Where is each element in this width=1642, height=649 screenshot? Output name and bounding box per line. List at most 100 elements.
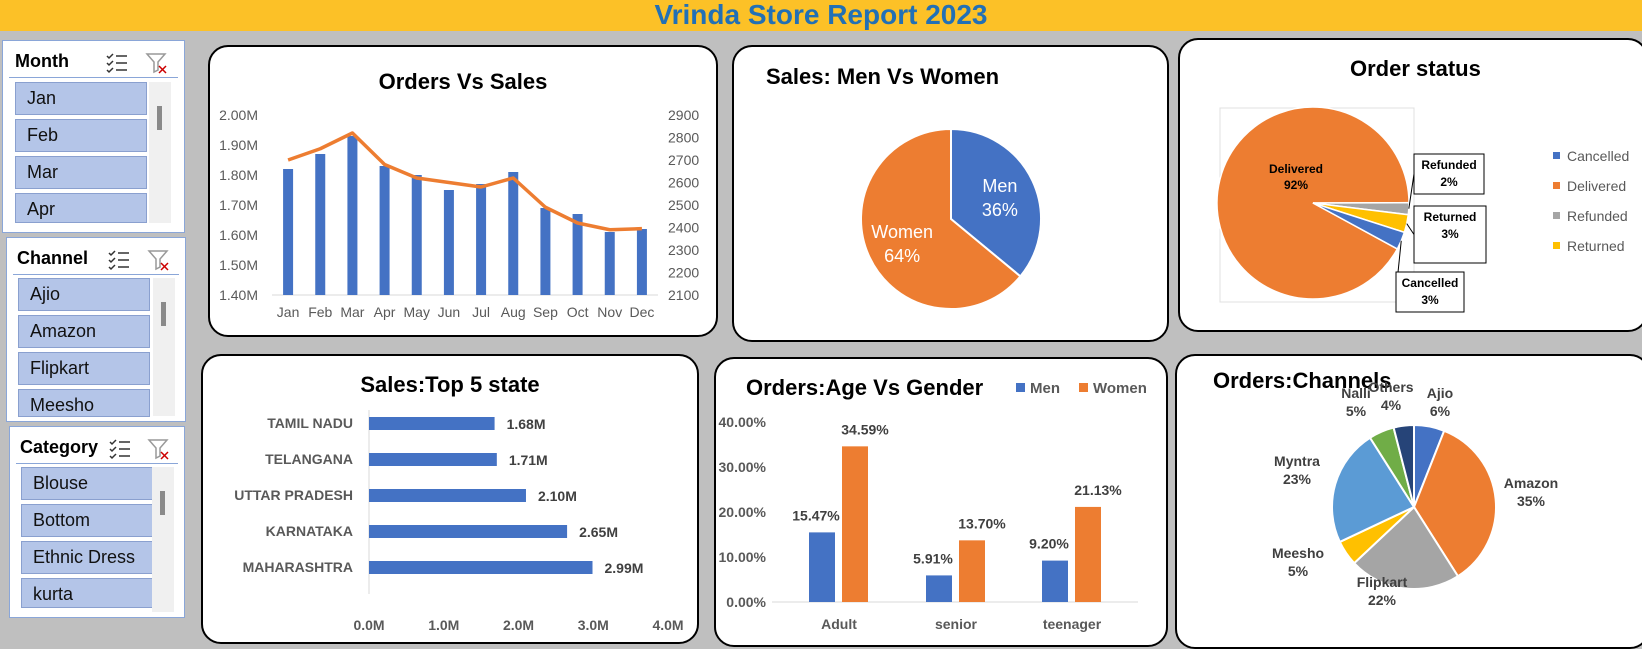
sales-bar (443, 190, 454, 295)
slice-value-label: 64% (884, 246, 920, 266)
slice-value-label: 35% (1517, 493, 1546, 509)
category-label: TELANGANA (265, 451, 353, 467)
pie-slice-women (860, 127, 1022, 310)
sales-bar (508, 172, 519, 295)
x-tick-label: Dec (629, 304, 654, 320)
chart-title: Sales: Men Vs Women (766, 64, 1000, 89)
slicer-title: Category (20, 437, 99, 457)
slicer-item-bottom[interactable]: Bottom (21, 504, 153, 537)
category-label: UTTAR PRADESH (234, 487, 353, 503)
slice-value-label: 92% (1284, 178, 1308, 192)
left-tick-label: 1.80M (219, 167, 258, 183)
legend-swatch (1553, 152, 1560, 159)
slicer-title: Month (15, 51, 69, 71)
legend-swatch (1553, 182, 1560, 189)
category-label: MAHARASHTRA (243, 559, 353, 575)
slicer-item-flipkart[interactable]: Flipkart (18, 352, 150, 385)
slice-name-label: Nalli (1341, 385, 1371, 401)
value-label: 13.70% (958, 515, 1006, 531)
pie-slice-men (950, 127, 1042, 278)
multi-select-icon[interactable] (107, 248, 131, 272)
age-gender-bar (809, 532, 835, 602)
slicer-item-ethnic-dress[interactable]: Ethnic Dress (21, 541, 153, 574)
legend-label: Delivered (1567, 178, 1626, 194)
slicer-item-meesho[interactable]: Meesho (18, 389, 150, 417)
x-tick-label: 0.0M (353, 617, 384, 633)
slicer-item-feb[interactable]: Feb (15, 119, 147, 152)
category-label: KARNATAKA (266, 523, 353, 539)
scrollbar-thumb[interactable] (157, 106, 162, 130)
slicer-item-apr[interactable]: Apr (15, 193, 147, 223)
clear-filter-icon[interactable] (145, 51, 169, 75)
x-tick-label: Jun (438, 304, 461, 320)
scrollbar[interactable] (152, 467, 174, 612)
slice-value-label: 6% (1430, 403, 1451, 419)
slicer-item-blouse[interactable]: Blouse (21, 467, 153, 500)
slice-value-label: 5% (1346, 403, 1367, 419)
chart-title: Order status (1350, 56, 1481, 81)
legend-swatch (1553, 242, 1560, 249)
age-gender-bar (926, 575, 952, 602)
sales-bar (379, 166, 390, 295)
state-bar (369, 417, 495, 430)
slicer-title: Channel (17, 248, 89, 268)
scrollbar-thumb[interactable] (160, 491, 165, 515)
slicer-item-ajio[interactable]: Ajio (18, 278, 150, 311)
clear-filter-icon[interactable] (147, 437, 171, 461)
slice-name-label: Myntra (1274, 453, 1320, 469)
x-tick-label: Feb (308, 304, 332, 320)
right-tick-label: 2800 (668, 130, 699, 146)
slice-value-label: 4% (1381, 397, 1402, 413)
chart-title: Orders Vs Sales (378, 69, 548, 94)
slice-value-label: 2% (1440, 175, 1458, 189)
x-tick-label: Aug (501, 304, 526, 320)
pie-slice-cancelled (1312, 202, 1406, 250)
x-tick-label: May (404, 304, 430, 320)
left-tick-label: 1.60M (219, 227, 258, 243)
slice-value-label: 5% (1288, 563, 1309, 579)
clear-filter-icon[interactable] (147, 248, 171, 272)
scrollbar[interactable] (149, 82, 171, 223)
slicer-header: Channel (13, 244, 179, 275)
scrollbar-thumb[interactable] (161, 302, 166, 326)
value-label: 1.71M (509, 452, 548, 468)
value-label: 5.91% (913, 550, 953, 566)
chart-title: Orders:Age Vs Gender (746, 375, 984, 400)
chart-title: Orders:Channels (1213, 368, 1392, 393)
multi-select-icon[interactable] (108, 437, 132, 461)
pie-slice-flipkart (1352, 505, 1460, 590)
slice-value-label: 36% (982, 200, 1018, 220)
report-title: Vrinda Store Report 2023 (654, 0, 988, 30)
slicer-item-kurta[interactable]: kurta (21, 578, 153, 608)
state-bar (369, 489, 526, 502)
age-vs-gender-panel: Orders:Age Vs Gender 0.00% 10.00% 20.00% 30… (714, 357, 1168, 647)
x-tick-label: Mar (340, 304, 364, 320)
y-tick-label: 0.00% (726, 594, 766, 610)
value-label: 9.20% (1029, 536, 1069, 552)
left-tick-label: 2.00M (219, 107, 258, 123)
right-tick-label: 2900 (668, 107, 699, 123)
left-tick-label: 1.70M (219, 197, 258, 213)
slicer-item-jan[interactable]: Jan (15, 82, 147, 115)
slice-name-label: Meesho (1272, 545, 1324, 561)
right-tick-label: 2700 (668, 152, 699, 168)
x-tick-label: Jan (277, 304, 300, 320)
x-tick-label: senior (935, 616, 978, 632)
x-tick-label: 1.0M (428, 617, 459, 633)
age-vs-gender-chart: 0.00% 10.00% 20.00% 30.00% 40.00% Adult 15.47%… (719, 380, 1147, 632)
x-tick-label: Jul (472, 304, 490, 320)
pie-slice-others (1392, 423, 1415, 508)
slicer-item-amazon[interactable]: Amazon (18, 315, 150, 348)
scrollbar[interactable] (153, 278, 175, 416)
right-tick-label: 2400 (668, 220, 699, 236)
value-label: 2.99M (605, 560, 644, 576)
sales-bar (315, 154, 326, 295)
value-label: 2.10M (538, 488, 577, 504)
legend-swatch (1016, 383, 1025, 392)
multi-select-icon[interactable] (105, 51, 129, 75)
legend-label: Refunded (1567, 208, 1628, 224)
sales-bar (283, 169, 294, 295)
slicer-item-mar[interactable]: Mar (15, 156, 147, 189)
sales-bar (476, 184, 487, 295)
left-tick-label: 1.50M (219, 257, 258, 273)
